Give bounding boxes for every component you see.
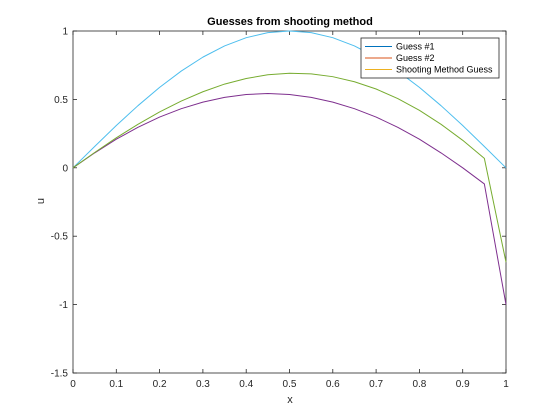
y-tick-label: 1 xyxy=(62,27,68,38)
x-tick-label: 0.2 xyxy=(153,379,167,390)
x-tick-label: 0.3 xyxy=(196,379,210,390)
x-axis-label: x xyxy=(287,394,293,406)
y-axis-label: u xyxy=(35,198,47,204)
y-tick-label: 0 xyxy=(62,163,68,174)
series-line-3 xyxy=(72,72,507,263)
x-tick-label: 1 xyxy=(503,379,509,390)
x-tick-label: 0.1 xyxy=(109,379,123,390)
y-tick-label: -0.5 xyxy=(51,232,69,243)
x-tick-label: 0.5 xyxy=(283,379,297,390)
x-tick-label: 0.8 xyxy=(412,379,426,390)
ticks: 0 0.1 0.2 0.3 0.4 0.5 0.6 0.7 0.8 0.9 1 -1.5 -1 -0.5 0… xyxy=(51,27,509,391)
series-layer xyxy=(72,30,507,305)
plot-area xyxy=(72,30,507,374)
x-tick-label: 0.9 xyxy=(456,379,470,390)
legend-label-3: Shooting Method Guess xyxy=(396,65,493,75)
y-tick-label: -1 xyxy=(59,300,68,311)
legend-label-1: Guess #1 xyxy=(396,42,435,52)
y-tick-label: 0.5 xyxy=(54,95,68,106)
x-tick-label: 0.6 xyxy=(326,379,340,390)
y-tick-label: -1.5 xyxy=(51,369,69,380)
series-line-1 xyxy=(72,30,507,169)
legend-label-2: Guess #2 xyxy=(396,53,435,63)
x-tick-label: 0 xyxy=(70,379,76,390)
series-line-2 xyxy=(72,93,507,305)
x-tick-label: 0.4 xyxy=(239,379,253,390)
chart-title: Guesses from shooting method xyxy=(207,16,373,28)
x-tick-label: 0.7 xyxy=(369,379,383,390)
